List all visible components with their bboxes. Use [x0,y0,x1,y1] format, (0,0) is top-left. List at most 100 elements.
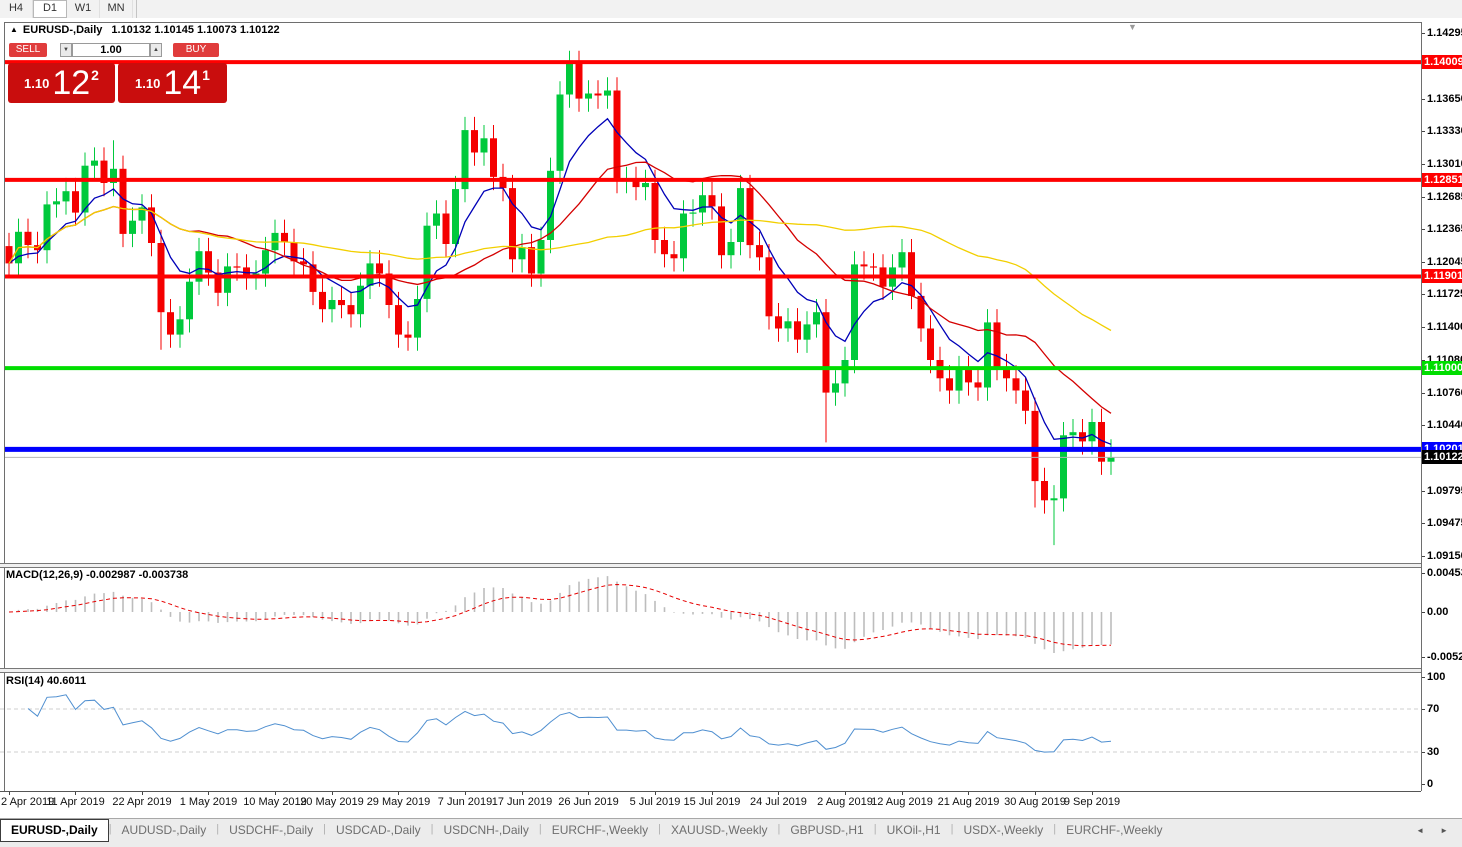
macd-tick-label: 0.004536 [1421,566,1462,580]
date-tick [521,792,523,795]
tab-scroll-controls: ◄ ► [1416,819,1462,835]
chart-window: 2 Apr 2019 11 Apr 2019 22 Apr 2019 1 May 20… [0,18,1462,819]
price-tick-label: 1.12685 [1421,190,1462,204]
timeframe-button-w1[interactable]: W1 [67,0,100,18]
date-tick [1034,792,1036,795]
chart-left-border [4,22,5,814]
chart-tab-audusd-daily[interactable]: AUDUSD-,Daily [121,823,207,837]
date-tick [398,792,399,795]
date-tick [464,792,466,795]
date-label: 7 Jun 2019 [437,796,493,808]
current-price-badge: 1.10122 [1421,450,1462,464]
rsi-tick-label: 30 [1421,745,1462,759]
chart-tab-xauusd-weekly[interactable]: XAUUSD-,Weekly [671,823,768,837]
level-price-badge: 1.12851 [1421,173,1462,187]
price-tick-label: 1.14295 [1421,26,1462,40]
buy-quote-button[interactable]: 1.10 14 1 [118,63,227,103]
date-label: 20 May 2019 [300,796,364,808]
price-tick-label: 1.09150 [1421,549,1462,563]
sell-button[interactable]: SELL [9,43,47,57]
panel-splitter[interactable] [0,563,1462,568]
rsi-indicator-canvas[interactable] [0,672,1421,791]
chart-tab-usdcnh-daily[interactable]: USDCNH-,Daily [443,823,529,837]
price-axis[interactable]: 1.14295 1.13650 1.13330 1.13010 1.12685 1.123… [1421,18,1462,818]
price-chart-canvas[interactable] [0,22,1421,563]
chart-tab-eurusd-daily[interactable]: EURUSD-,Daily [0,819,109,842]
date-tick [901,792,903,795]
price-axis-border [1421,22,1422,791]
buy-price-pips: 14 [163,64,202,102]
chart-tab-eurchf-weekly[interactable]: EURCHF-,Weekly [1066,823,1163,837]
date-label: 21 Aug 2019 [937,796,1000,808]
macd-label: MACD(12,26,9) -0.002987 -0.003738 [6,569,189,581]
price-tick-label: 1.11400 [1421,320,1462,334]
price-tick-label: 1.09795 [1421,484,1462,498]
chart-tab-ukoil-h1[interactable]: UKOil-,H1 [886,823,941,837]
chart-tab-usdchf-daily[interactable]: USDCHF-,Daily [229,823,314,837]
buy-price-prefix: 1.10 [135,76,161,91]
tab-scroll-left-icon[interactable]: ◄ [1416,826,1425,835]
date-label: 2 Apr 2019 [1,796,55,808]
panel-splitter[interactable] [0,668,1462,673]
price-tick-label: 1.13650 [1421,92,1462,106]
date-label: 9 Sep 2019 [1063,796,1121,808]
tab-separator: | [658,823,662,835]
date-label: 5 Jul 2019 [629,796,681,808]
date-label: 17 Jun 2019 [491,796,553,808]
timeframe-button-h4[interactable]: H4 [0,0,33,18]
price-tick-label: 1.10760 [1421,386,1462,400]
date-tick [778,792,779,795]
volume-input[interactable]: 1.00 [72,43,150,57]
rsi-label: RSI(14) 40.6011 [6,675,87,687]
date-tick [331,792,333,795]
sell-quote-button[interactable]: 1.10 12 2 [8,63,115,103]
price-tick-label: 1.10440 [1421,418,1462,432]
level-price-badge: 1.14009 [1421,55,1462,69]
chart-shift-marker-icon[interactable]: ▼ [1128,22,1137,32]
date-label: 11 Apr 2019 [46,796,105,808]
collapse-arrow-icon[interactable]: ▲ [10,25,18,34]
date-tick [75,792,76,795]
tab-scroll-right-icon[interactable]: ► [1440,826,1448,835]
buy-button[interactable]: BUY [173,43,219,57]
price-tick-label: 1.12045 [1421,255,1462,269]
chart-tab-eurchf-weekly[interactable]: EURCHF-,Weekly [551,823,649,837]
tab-separator: | [216,823,220,835]
tab-separator: | [873,823,877,835]
price-tick-label: 1.12365 [1421,222,1462,236]
level-price-badge: 1.11901 [1421,269,1462,283]
buy-price-point: 1 [202,67,210,83]
date-label: 22 Apr 2019 [112,796,172,808]
volume-increase-button[interactable]: ▲ [150,43,162,57]
date-axis[interactable]: 2 Apr 2019 11 Apr 2019 22 Apr 2019 1 May 20… [0,791,1421,819]
chart-symbol-label: EURUSD-,Daily [22,24,103,36]
price-tick-label: 1.11725 [1421,287,1462,301]
rsi-tick-label: 100 [1421,670,1462,684]
date-tick [1091,792,1093,795]
price-tick-label: 1.13330 [1421,124,1462,138]
price-tick-label: 1.09475 [1421,516,1462,530]
chart-tab-usdcad-daily[interactable]: USDCAD-,Daily [335,823,421,837]
date-tick [141,792,143,795]
chart-tab-usdx-weekly[interactable]: USDX-,Weekly [963,823,1044,837]
date-tick [274,792,276,795]
macd-indicator-canvas[interactable] [0,566,1421,668]
volume-decrease-button[interactable]: ▼ [60,43,72,57]
level-price-badge: 1.11000 [1421,361,1462,375]
date-label: 10 May 2019 [243,796,307,808]
rsi-tick-label: 70 [1421,702,1462,716]
tab-separator: | [777,823,781,835]
tab-separator: | [430,823,434,835]
chart-top-border [4,22,1462,23]
tab-separator: | [108,823,112,835]
tab-separator: | [1053,823,1057,835]
date-tick [208,792,209,795]
chart-tab-gbpusd-h1[interactable]: GBPUSD-,H1 [790,823,864,837]
date-tick [8,792,10,795]
date-label: 15 Jul 2019 [683,796,741,808]
chart-ohlc-values: 1.10132 1.10145 1.10073 1.10122 [111,24,280,36]
timeframe-toolbar: H4 D1 W1 MN [0,0,1462,19]
timeframe-button-d1[interactable]: D1 [33,0,67,18]
timeframe-button-mn[interactable]: MN [100,0,133,18]
sell-price-pips: 12 [52,64,91,102]
